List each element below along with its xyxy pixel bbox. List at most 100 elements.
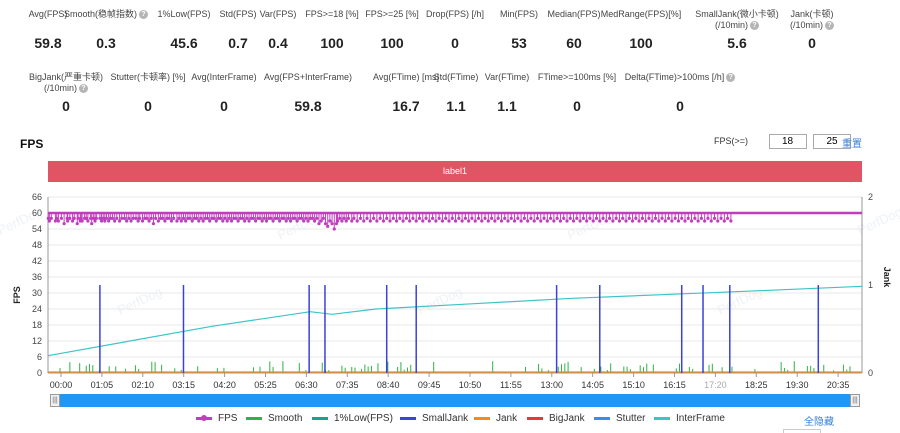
fps-dip-point <box>499 219 504 223</box>
legend-swatch-icon <box>400 417 416 420</box>
fps-dip-point <box>344 219 348 223</box>
fps-dip-point <box>120 216 124 220</box>
fps-dip-point <box>667 216 671 220</box>
y-tick-label: 0 <box>37 368 42 378</box>
time-range-slider[interactable]: ||| ||| <box>50 394 860 407</box>
fps-dip-point <box>247 219 251 223</box>
page-input[interactable] <box>783 429 821 433</box>
legend-item-1-low-fps-[interactable]: 1%Low(FPS) <box>312 413 393 424</box>
stat-stats_row1-11: SmallJank(微小卡顿) (/10min)? 5.6 <box>677 9 797 51</box>
fps-dip-point <box>340 219 344 223</box>
stat-value: 0 <box>676 98 684 114</box>
stat-stats_row1-8: Min(FPS) 53 <box>459 9 579 51</box>
legend-item-smalljank[interactable]: SmallJank <box>400 413 468 424</box>
fps-dip-point <box>70 219 75 223</box>
section-title: FPS <box>20 137 44 151</box>
hide-all-button[interactable]: 全隐藏 <box>804 417 834 428</box>
fps-dip-point <box>177 216 181 220</box>
fps-dip-point <box>302 219 306 223</box>
fps-dip-point <box>338 216 342 220</box>
help-icon[interactable]: ? <box>726 73 736 83</box>
fps-dip-point <box>453 219 458 223</box>
slider-right-handle[interactable]: ||| <box>850 394 860 407</box>
fps-dip-point <box>225 219 229 223</box>
legend-label: Jank <box>496 413 518 424</box>
fps-dip-point <box>516 216 520 220</box>
fps-threshold-input-1[interactable] <box>768 134 807 149</box>
fps-dip-point <box>676 219 681 223</box>
fps-dip-point <box>506 219 510 223</box>
fps-dip-point <box>258 216 262 220</box>
fps-dip-point <box>323 222 328 226</box>
fps-dip-point <box>190 219 194 223</box>
stat-label: Avg(FPS) <box>28 9 68 19</box>
x-tick-label: 17:20 <box>704 380 727 390</box>
slider-left-handle[interactable]: ||| <box>50 394 60 407</box>
fps-dip-point <box>391 216 395 220</box>
legend-item-stutter[interactable]: Stutter <box>594 413 645 424</box>
fps-dip-point <box>552 219 556 223</box>
fps-dip-point <box>362 219 366 223</box>
fps-dip-point <box>431 216 435 220</box>
x-tick-label: 16:15 <box>663 380 686 390</box>
fps-dip-point <box>98 216 102 220</box>
help-icon[interactable]: ? <box>825 21 834 31</box>
help-icon[interactable]: ? <box>79 84 88 94</box>
reset-link[interactable]: 重置 <box>842 139 862 150</box>
fps-dip-point <box>594 216 599 220</box>
stat-label: Std(FPS) <box>219 9 257 19</box>
legend-item-bigjank[interactable]: BigJank <box>527 413 585 424</box>
stat-stats_row2-2: Avg(InterFrame) 0 <box>164 72 284 114</box>
fps-dip-point <box>709 219 713 223</box>
stat-label: Avg(InterFrame) <box>191 72 257 82</box>
legend-label: 1%Low(FPS) <box>334 413 393 424</box>
legend-item-interframe[interactable]: InterFrame <box>654 413 725 424</box>
help-icon[interactable]: ? <box>750 21 759 31</box>
fps-dip-point <box>457 216 461 220</box>
fps-dip-point <box>72 216 76 220</box>
stat-value: 0 <box>573 98 581 114</box>
legend-item-fps[interactable]: FPS <box>196 413 237 424</box>
fps-dip-point <box>75 222 79 226</box>
fps-dip-point <box>62 222 66 226</box>
x-tick-label: 05:25 <box>254 380 277 390</box>
fps-dip-point <box>460 219 464 223</box>
legend-swatch-icon <box>196 415 212 421</box>
fps-dip-point <box>539 219 543 223</box>
fps-dip-point <box>562 216 566 220</box>
fps-dip-point <box>627 216 631 220</box>
fps-dip-point <box>229 219 234 223</box>
legend-item-smooth[interactable]: Smooth <box>246 413 302 424</box>
fps-dip-point <box>653 216 658 220</box>
fps-threshold-input-2[interactable] <box>813 134 852 149</box>
fps-dip-point <box>66 219 70 223</box>
y-tick-label: 24 <box>32 304 42 314</box>
fps-dip-point <box>110 216 115 220</box>
y-right-tick-label: 1 <box>868 280 873 290</box>
stat-value: 53 <box>511 35 527 51</box>
fps-dip-point <box>317 222 321 226</box>
x-tick-label: 04:20 <box>213 380 236 390</box>
stat-stats_row1-10: MedRange(FPS)[%] 100 <box>581 9 701 51</box>
fps-dip-point <box>295 219 299 223</box>
legend-item-jank[interactable]: Jank <box>474 413 517 424</box>
help-icon[interactable]: ? <box>139 10 148 20</box>
fps-dip-point <box>719 216 723 220</box>
fps-dip-point <box>243 219 247 223</box>
fps-dip-point <box>212 216 216 220</box>
fps-dip-point <box>565 219 569 223</box>
fps-dip-point <box>637 219 641 223</box>
x-tick-label: 15:10 <box>622 380 645 390</box>
fps-dip-point <box>282 216 286 220</box>
x-tick-label: 19:30 <box>786 380 809 390</box>
legend-label: InterFrame <box>676 413 725 424</box>
stat-stats_row1-5: FPS>=18 [%] 100 <box>272 9 392 51</box>
fps-dip-point <box>76 216 80 220</box>
stat-stats_row1-6: FPS>=25 [%] 100 <box>332 9 452 51</box>
fps-dip-point <box>444 216 448 220</box>
stat-value: 0 <box>808 35 816 51</box>
stat-label: FTime>=100ms [%] <box>537 72 617 82</box>
fps-dip-point <box>509 216 513 220</box>
label-bar[interactable]: label1 <box>48 161 862 182</box>
stat-label: BigJank(严重卡顿) (/10min)? <box>28 72 103 94</box>
